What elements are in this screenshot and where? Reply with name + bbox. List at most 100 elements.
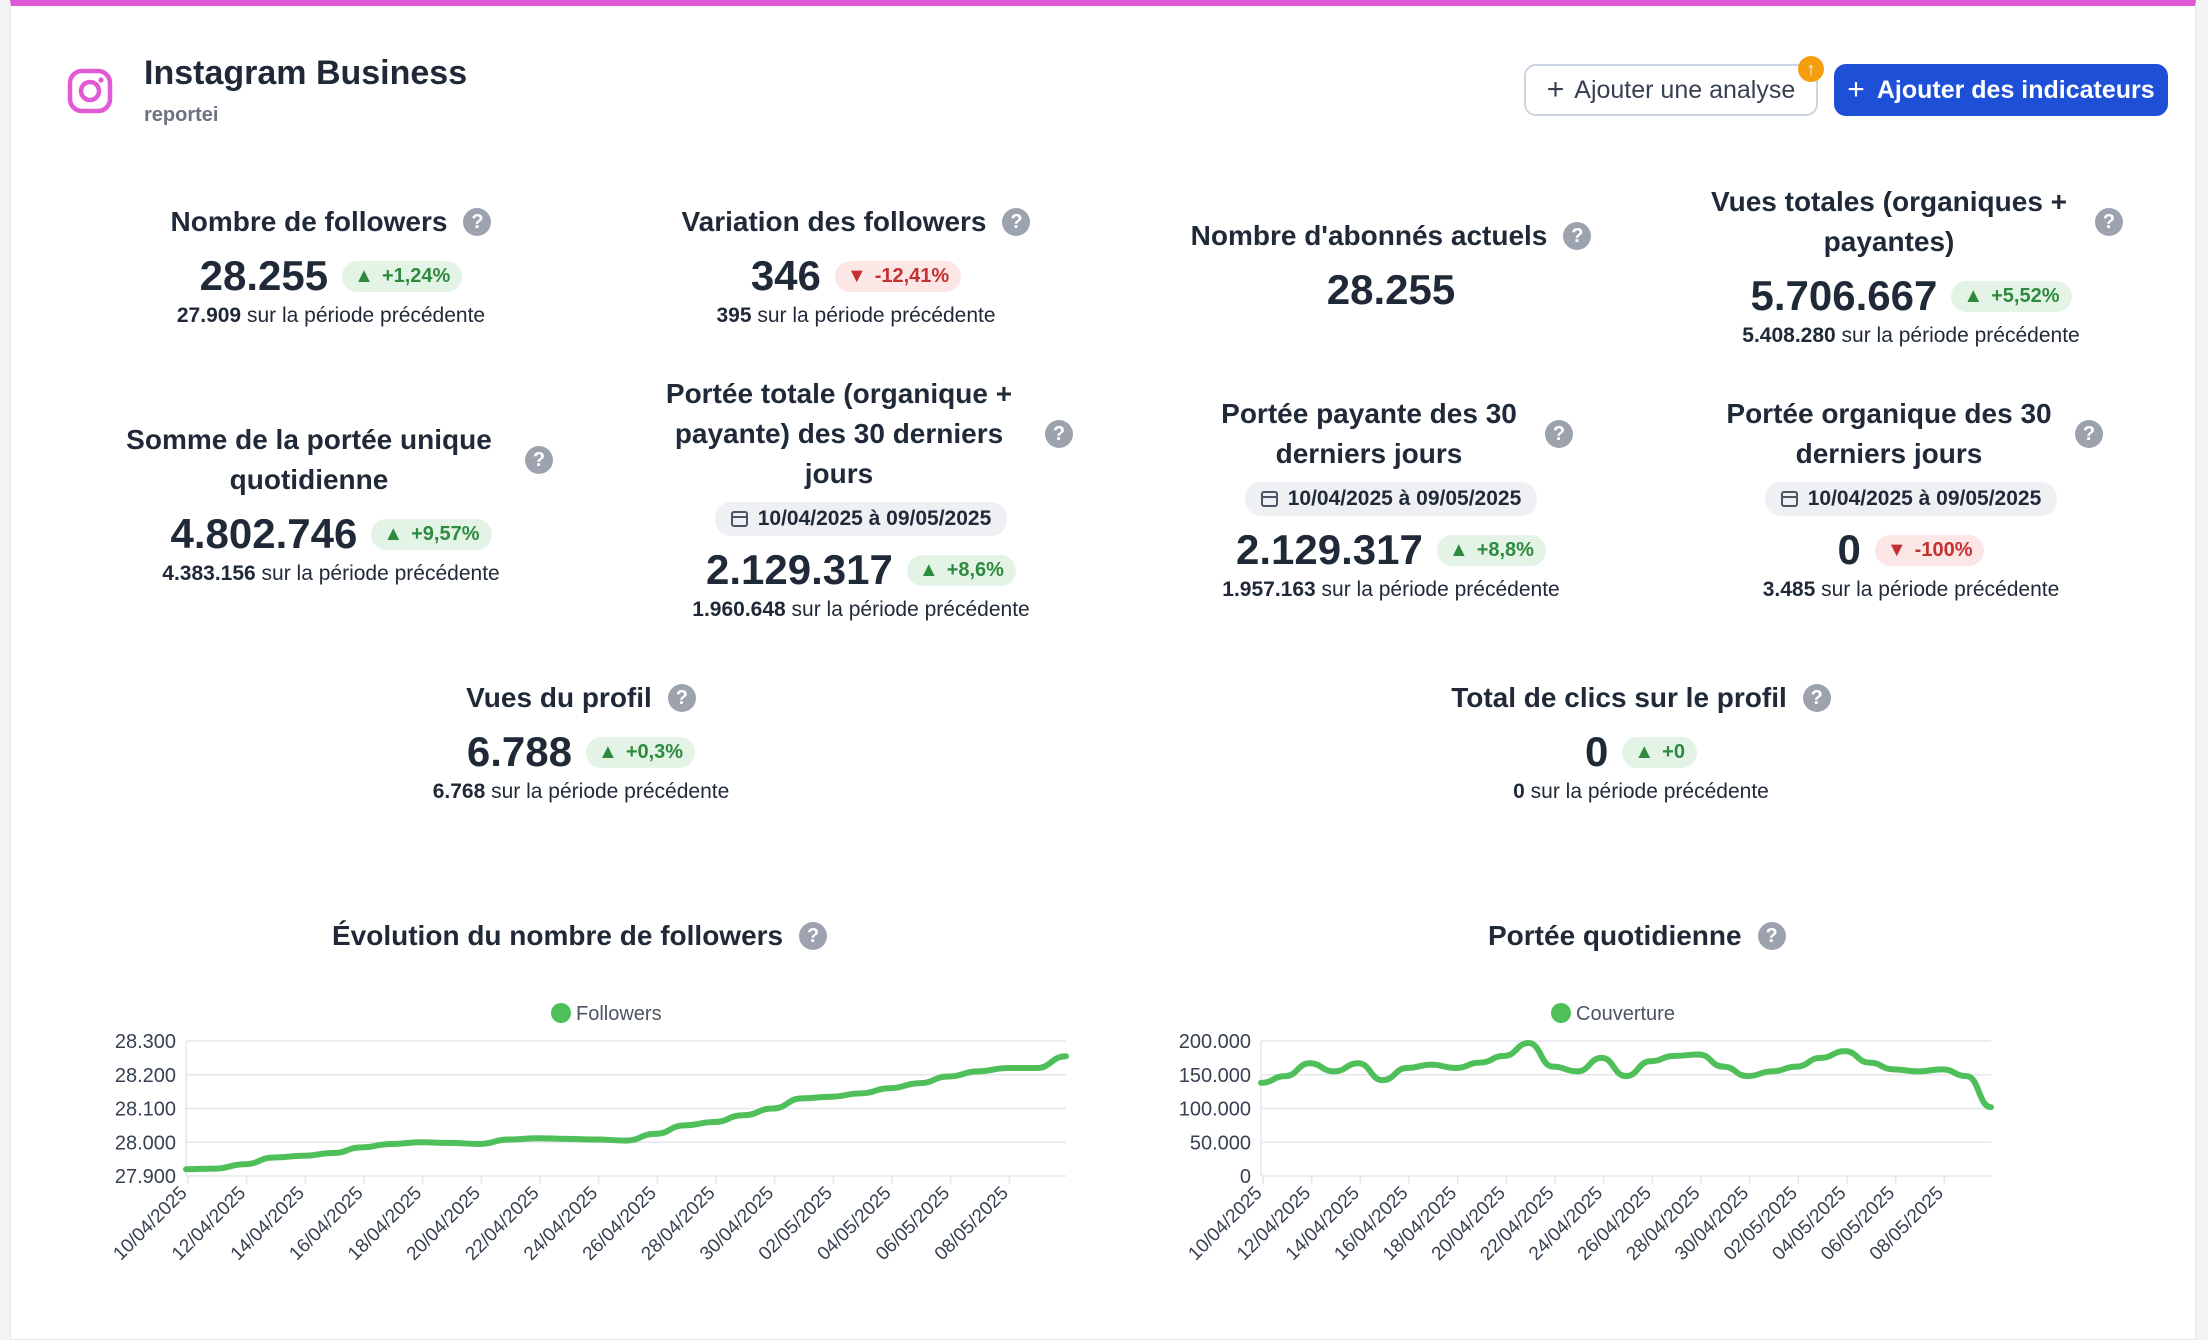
help-icon[interactable]: ? — [2095, 208, 2123, 236]
delta-badge: ▲+0 — [1622, 737, 1697, 768]
chart-followers-title: Évolution du nombre de followers? — [332, 920, 827, 952]
previous-value: 27.909 — [177, 304, 241, 327]
help-icon[interactable]: ? — [799, 922, 827, 950]
delta-value: +1,24% — [382, 265, 450, 288]
chart-legend[interactable]: Couverture — [1551, 1003, 1675, 1025]
calendar-icon — [1781, 491, 1798, 507]
calendar-icon — [1261, 491, 1278, 507]
add-analysis-button[interactable]: + Ajouter une analyse — [1524, 64, 1818, 116]
y-tick-label: 100.000 — [1179, 1099, 1251, 1121]
delta-value: +5,52% — [1991, 285, 2059, 308]
previous-period: 6.768 sur la période précédente — [331, 780, 831, 804]
help-icon[interactable]: ? — [668, 684, 696, 712]
date-range-label: 10/04/2025 à 09/05/2025 — [758, 507, 992, 531]
help-icon[interactable]: ? — [1045, 420, 1073, 448]
previous-suffix: sur la période précédente — [757, 304, 995, 327]
metric-value: 0 — [1585, 728, 1608, 776]
add-analysis-label: Ajouter une analyse — [1574, 76, 1795, 105]
previous-period: 27.909 sur la période précédente — [81, 304, 581, 328]
add-indicators-button[interactable]: + Ajouter des indicateurs — [1834, 64, 2168, 116]
chart-title-text: Portée quotidienne — [1488, 920, 1742, 952]
previous-suffix: sur la période précédente — [491, 780, 729, 803]
y-tick-label: 28.300 — [115, 1031, 176, 1053]
metric-portee-organique: Portée organique des 30 derniers jours? … — [1676, 394, 2146, 602]
delta-badge: ▲+8,6% — [907, 555, 1016, 586]
help-icon[interactable]: ? — [525, 446, 553, 474]
help-icon[interactable]: ? — [1545, 420, 1573, 448]
date-range-label: 10/04/2025 à 09/05/2025 — [1288, 487, 1522, 511]
date-range: 10/04/2025 à 09/05/2025 — [715, 502, 1008, 536]
upgrade-badge-icon: ↑ — [1798, 56, 1824, 82]
metric-value: 4.802.746 — [170, 510, 357, 558]
metric-value: 5.706.667 — [1750, 272, 1937, 320]
arrow-down-icon: ▼ — [1887, 539, 1907, 562]
delta-badge: ▲ +0,3% — [586, 737, 695, 768]
metric-somme-portee: Somme de la portée unique quotidienne? 4… — [91, 420, 571, 586]
metric-title: Somme de la portée unique quotidienne — [109, 420, 509, 500]
delta-badge: ▼-12,41% — [835, 261, 961, 292]
previous-period: 1.960.648 sur la période précédente — [631, 598, 1091, 622]
data-series-line — [186, 1056, 1066, 1169]
help-icon[interactable]: ? — [463, 208, 491, 236]
y-tick-label: 28.200 — [115, 1065, 176, 1087]
previous-value: 1.960.648 — [692, 598, 785, 621]
metric-value: 2.129.317 — [706, 546, 893, 594]
portee-line-chart: Couverture200.000150.000100.00050.000010… — [1151, 991, 2151, 1321]
date-range-label: 10/04/2025 à 09/05/2025 — [1808, 487, 2042, 511]
legend-marker — [1551, 1003, 1571, 1023]
y-tick-label: 27.900 — [115, 1166, 176, 1188]
date-range: 10/04/2025 à 09/05/2025 — [1765, 482, 2058, 516]
legend-label: Couverture — [1576, 1003, 1675, 1025]
previous-value: 0 — [1513, 780, 1525, 803]
help-icon[interactable]: ? — [1563, 222, 1591, 250]
metric-value: 6.788 — [467, 728, 572, 776]
plus-icon: + — [1547, 75, 1565, 105]
metric-followers: Nombre de followers? 28.255 ▲ +1,24% 27.9… — [81, 202, 581, 328]
delta-value: -100% — [1915, 539, 1973, 562]
instagram-business-card: Instagram Business reportei + Ajouter un… — [10, 0, 2196, 1340]
metric-title: Total de clics sur le profil — [1451, 678, 1787, 718]
metric-abonnes: Nombre d'abonnés actuels? 28.255 — [1126, 216, 1656, 314]
metric-portee-payante: Portée payante des 30 derniers jours? 10… — [1161, 394, 1621, 602]
metric-value: 346 — [751, 252, 821, 300]
help-icon[interactable]: ? — [1758, 922, 1786, 950]
help-icon[interactable]: ? — [1803, 684, 1831, 712]
arrow-up-icon: ▲ — [598, 741, 618, 764]
help-icon[interactable]: ? — [1002, 208, 1030, 236]
date-range: 10/04/2025 à 09/05/2025 — [1245, 482, 1538, 516]
legend-marker — [551, 1003, 571, 1023]
y-tick-label: 28.100 — [115, 1099, 176, 1121]
previous-period: 4.383.156 sur la période précédente — [91, 562, 571, 586]
delta-badge: ▲ +9,57% — [371, 519, 491, 550]
metric-title: Vues totales (organiques + payantes) — [1699, 182, 2079, 262]
chart-title-text: Évolution du nombre de followers — [332, 920, 783, 952]
previous-suffix: sur la période précédente — [1842, 324, 2080, 347]
previous-suffix: sur la période précédente — [1322, 578, 1560, 601]
metric-title: Vues du profil — [466, 678, 652, 718]
delta-value: +0,3% — [626, 741, 683, 764]
arrow-up-icon: ▲ — [354, 265, 374, 288]
delta-value: +0 — [1662, 741, 1685, 764]
help-icon[interactable]: ? — [2075, 420, 2103, 448]
metric-title: Nombre de followers — [171, 202, 448, 242]
metric-title: Variation des followers — [682, 202, 987, 242]
chart-legend[interactable]: Followers — [551, 1003, 662, 1025]
page-subtitle: reportei — [144, 104, 218, 127]
delta-badge: ▲ +1,24% — [342, 261, 462, 292]
previous-suffix: sur la période précédente — [262, 562, 500, 585]
previous-value: 395 — [716, 304, 751, 327]
previous-value: 6.768 — [433, 780, 486, 803]
delta-value: +8,6% — [947, 559, 1004, 582]
delta-badge: ▲+8,8% — [1437, 535, 1546, 566]
metric-title: Portée totale (organique + payante) des … — [649, 374, 1029, 494]
previous-value: 1.957.163 — [1222, 578, 1315, 601]
metric-title: Portée payante des 30 derniers jours — [1209, 394, 1529, 474]
instagram-icon — [67, 68, 113, 114]
arrow-up-icon: ▲ — [383, 523, 403, 546]
page-title: Instagram Business — [144, 54, 467, 93]
delta-value: +9,57% — [411, 523, 479, 546]
previous-period: 3.485 sur la période précédente — [1676, 578, 2146, 602]
followers-line-chart: Followers28.30028.20028.10028.00027.9001… — [81, 991, 1081, 1321]
metric-value: 28.255 — [200, 252, 328, 300]
previous-value: 4.383.156 — [162, 562, 255, 585]
